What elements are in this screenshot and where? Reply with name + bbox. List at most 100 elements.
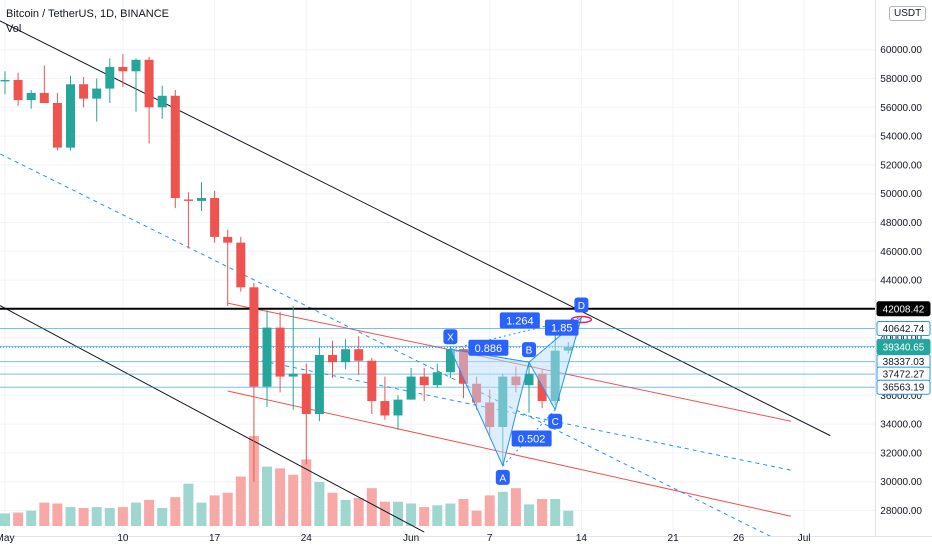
pattern-ratio-badge bbox=[511, 430, 552, 447]
volume-bar bbox=[117, 507, 128, 526]
time-tick-label: 14 bbox=[576, 533, 588, 544]
price-level-tag-value: 36563.19 bbox=[883, 383, 925, 394]
candle bbox=[210, 190, 220, 243]
volume-bar bbox=[445, 503, 456, 526]
pattern-triangle-bcd[interactable] bbox=[528, 316, 583, 412]
volume-indicator-label[interactable]: Vol bbox=[6, 23, 22, 35]
volume-bar bbox=[183, 483, 194, 526]
candle bbox=[105, 58, 115, 103]
price-tick-label: 48000.00 bbox=[880, 218, 922, 229]
currency-badge[interactable]: USDT bbox=[889, 6, 927, 21]
pattern-point-a[interactable]: A bbox=[495, 469, 510, 485]
price-tick-label: 36000.00 bbox=[880, 391, 922, 402]
candle-body bbox=[432, 372, 442, 386]
volume-bar bbox=[484, 495, 495, 526]
candle-body bbox=[301, 373, 311, 415]
pattern-point-d[interactable]: D bbox=[574, 297, 589, 313]
volume-bar bbox=[104, 508, 115, 526]
symbol-title[interactable]: Bitcoin / TetherUS, 1D, BINANCE bbox=[6, 8, 170, 20]
pattern-point-badge bbox=[522, 342, 536, 358]
candle-body bbox=[380, 401, 390, 416]
price-tick-label: 40000.00 bbox=[880, 333, 922, 344]
volume-bar bbox=[288, 474, 299, 526]
pattern-point-x[interactable]: X bbox=[443, 329, 458, 345]
price-level-tag: 36563.19 bbox=[876, 379, 931, 395]
volume-bar bbox=[196, 502, 207, 526]
volume-bar bbox=[275, 468, 286, 526]
pattern-point-b[interactable]: B bbox=[522, 342, 536, 358]
candle bbox=[406, 367, 416, 400]
candle-body bbox=[445, 349, 455, 373]
candle bbox=[52, 92, 62, 151]
price-tick-label: 58000.00 bbox=[880, 74, 922, 85]
candle-body bbox=[341, 349, 351, 363]
chart-legend: Bitcoin / TetherUS, 1D, BINANCE Vol bbox=[6, 7, 169, 37]
price-level-tag-value: 40642.74 bbox=[883, 324, 925, 335]
candle-body bbox=[393, 399, 403, 416]
pattern-ratio-value: 0.886 bbox=[475, 343, 503, 355]
candle-body bbox=[197, 198, 206, 201]
time-axis[interactable]: May 10 17 24 Jun 7 14 21 26 Jul bbox=[0, 533, 810, 544]
trend-line-black[interactable] bbox=[0, 0, 831, 437]
price-level-tag-bg bbox=[876, 301, 931, 317]
time-tick-label: 10 bbox=[117, 533, 129, 544]
pattern-ratio-value: 0.502 bbox=[518, 434, 546, 446]
candle bbox=[432, 363, 442, 389]
price-tick-label: 44000.00 bbox=[880, 276, 922, 287]
pattern-point-label: D bbox=[578, 301, 585, 312]
time-tick-label: 21 bbox=[668, 533, 680, 544]
volume-bar bbox=[393, 501, 403, 526]
candle bbox=[367, 357, 377, 415]
pattern-ratio-label: 0.886 bbox=[468, 339, 509, 356]
time-tick-label: 26 bbox=[733, 533, 745, 544]
candle-body bbox=[79, 84, 89, 99]
pattern-point-badge bbox=[548, 413, 563, 429]
trend-line-dashed[interactable] bbox=[0, 143, 791, 546]
trend-line-dashed[interactable] bbox=[253, 358, 792, 471]
candle bbox=[301, 363, 311, 465]
price-level-tag-bg bbox=[876, 379, 931, 395]
price-tick-label: 46000.00 bbox=[880, 247, 922, 258]
volume-bar bbox=[353, 498, 364, 526]
volume-bar bbox=[13, 512, 24, 526]
time-tick-label: Jul bbox=[798, 533, 811, 544]
volume-bar bbox=[170, 497, 181, 526]
volume-bar bbox=[65, 507, 76, 526]
pattern-point-label: C bbox=[552, 417, 559, 428]
candle-body bbox=[328, 354, 337, 363]
volume-bar bbox=[235, 476, 246, 526]
price-tick-label: 54000.00 bbox=[880, 132, 922, 143]
pattern-point-badge bbox=[443, 329, 458, 345]
candle bbox=[183, 192, 193, 249]
candle-body bbox=[183, 199, 193, 201]
pattern-ratio-value: 1.264 bbox=[506, 315, 534, 327]
candle bbox=[328, 340, 337, 379]
candle-body bbox=[354, 349, 364, 361]
price-tick-label: 50000.00 bbox=[880, 189, 922, 200]
candle-body bbox=[419, 376, 429, 386]
time-tick-label: 24 bbox=[301, 533, 313, 544]
candle-body bbox=[39, 92, 49, 103]
volume-bar bbox=[563, 510, 574, 526]
time-tick-label: 7 bbox=[487, 533, 493, 544]
candle bbox=[197, 182, 206, 211]
candle bbox=[79, 77, 89, 108]
candle-body bbox=[13, 79, 23, 101]
price-level-tag-value: 38337.03 bbox=[883, 357, 925, 368]
harmonic-pattern[interactable]: X A B C D 0.886 1.264 1.85 0.502 bbox=[443, 297, 593, 485]
candle bbox=[157, 85, 167, 119]
volume-bar bbox=[458, 499, 469, 526]
price-level-tag: 40642.74 bbox=[876, 320, 931, 336]
pattern-ratio-line bbox=[450, 348, 530, 363]
volume-bar bbox=[379, 501, 390, 526]
candle bbox=[262, 310, 272, 407]
volume-bar bbox=[550, 499, 561, 526]
price-level-tags: 42008.4240642.7439394.6839340.6538337.03… bbox=[876, 301, 931, 395]
candle-body bbox=[223, 236, 233, 243]
candle-body bbox=[537, 373, 547, 402]
pattern-point-c[interactable]: C bbox=[548, 413, 563, 429]
candle-body bbox=[288, 373, 298, 377]
volume-bar bbox=[78, 508, 89, 526]
